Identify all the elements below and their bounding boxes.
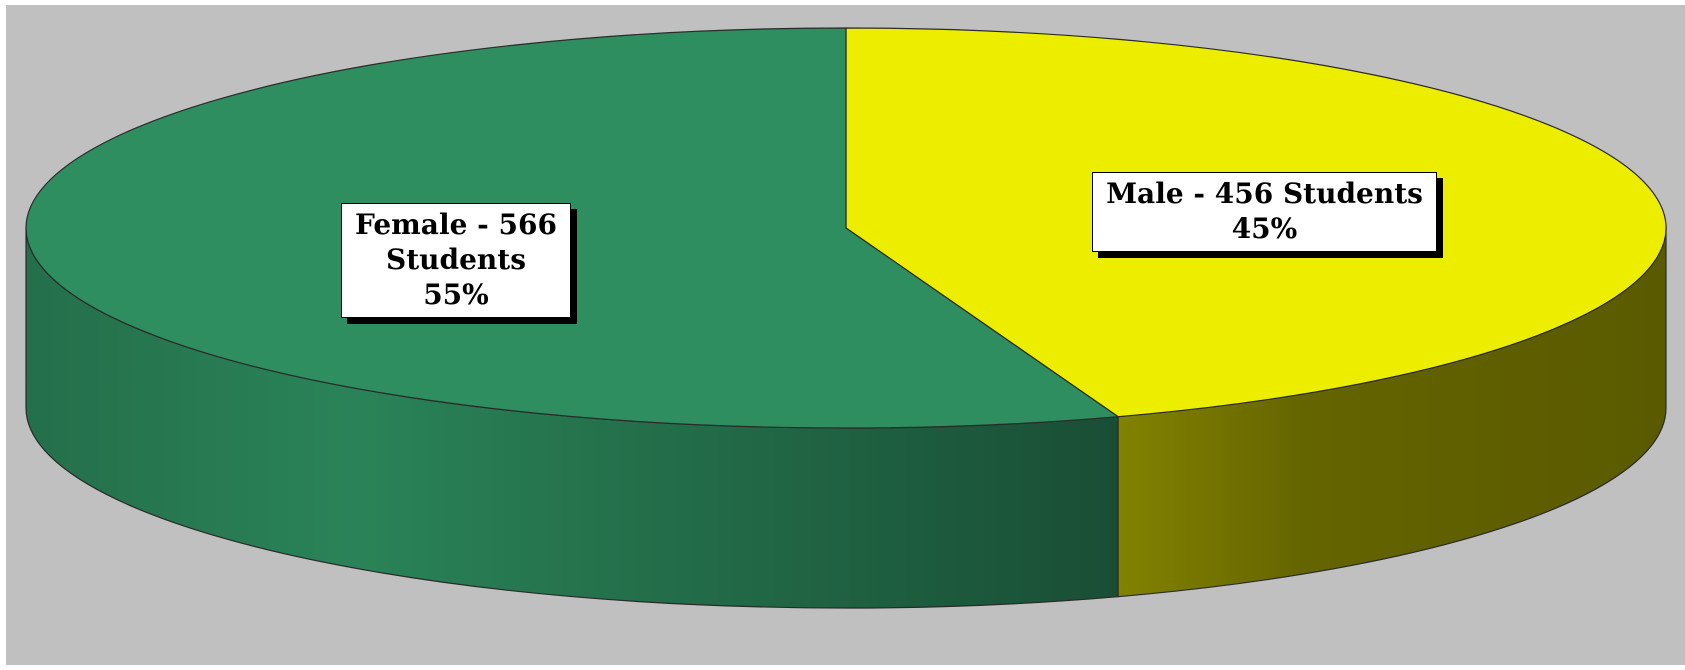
pie-chart	[25, 27, 1667, 609]
chart-area: Female - 566 Students 55% Male - 456 Stu…	[6, 5, 1685, 665]
female-label-line-1: Female - 566	[355, 208, 557, 241]
female-data-label: Female - 566 Students 55%	[341, 203, 571, 318]
male-label-line-2: 45%	[1231, 212, 1298, 245]
female-label-line-2: Students	[386, 243, 526, 276]
female-label-line-3: 55%	[423, 278, 489, 311]
male-label-line-1: Male - 456 Students	[1106, 177, 1423, 210]
pie-slice-female	[25, 27, 1119, 429]
male-data-label: Male - 456 Students 45%	[1092, 172, 1437, 252]
